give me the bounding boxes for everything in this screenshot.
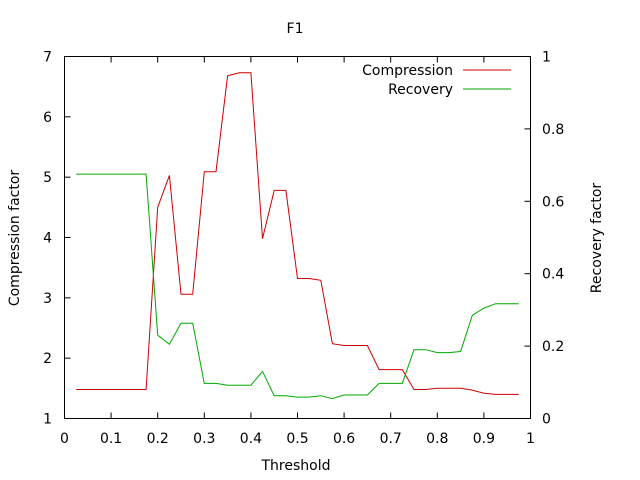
x-axis-ticks: 0 0.1 0.2 0.3 0.4 0.5 0.6 0.7 0.8 0.9 1	[60, 56, 535, 447]
y-tick-label: 6	[43, 110, 52, 126]
y2-tick-label: 0.8	[542, 122, 564, 138]
y2-tick-label: 0.6	[542, 194, 564, 210]
x-tick-label: 0.9	[473, 431, 495, 447]
y2-axis-ticks: 0 0.2 0.4 0.6 0.8 1	[524, 50, 564, 428]
x-tick-label: 0.4	[240, 431, 262, 447]
x-tick-label: 0.5	[286, 431, 308, 447]
series-line-compression	[76, 72, 519, 395]
legend-label-compression: Compression	[362, 63, 453, 79]
x-tick-label: 0.1	[100, 431, 122, 447]
y-tick-label: 4	[43, 231, 52, 247]
y-axis-ticks: 1 2 3 4 5 6 7	[43, 50, 71, 428]
x-tick-label: 0.8	[426, 431, 448, 447]
series-lines	[76, 72, 519, 400]
y2-axis-label: Recovery factor	[589, 183, 605, 294]
x-tick-label: 0.2	[147, 431, 169, 447]
y2-tick-label: 0.4	[542, 267, 564, 283]
chart-title: F1	[287, 21, 304, 37]
y-tick-label: 7	[43, 50, 52, 66]
y2-tick-label: 0.2	[542, 339, 564, 355]
y2-tick-label: 1	[542, 50, 551, 66]
y-tick-label: 5	[43, 170, 52, 186]
x-tick-label: 0.7	[380, 431, 402, 447]
y-tick-label: 2	[43, 351, 52, 367]
legend: Compression Recovery	[362, 63, 511, 98]
legend-label-recovery: Recovery	[388, 82, 453, 98]
x-tick-label: 0	[60, 431, 69, 447]
y-tick-label: 1	[43, 412, 52, 428]
y2-tick-label: 0	[542, 412, 551, 428]
series-line-recovery	[76, 173, 519, 400]
x-tick-label: 1	[526, 431, 535, 447]
x-tick-label: 0.3	[193, 431, 215, 447]
x-axis-label: Threshold	[261, 458, 331, 474]
plot-area-frame	[64, 56, 531, 419]
y-axis-label: Compression factor	[7, 170, 23, 307]
y-tick-label: 3	[43, 291, 52, 307]
x-tick-label: 0.6	[333, 431, 355, 447]
